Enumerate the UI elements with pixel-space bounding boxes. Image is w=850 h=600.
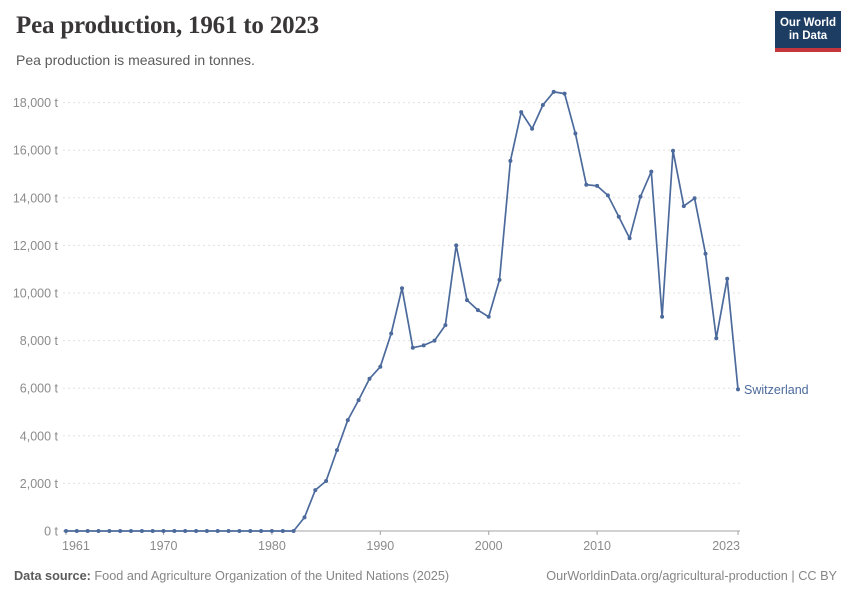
- data-point[interactable]: [172, 529, 177, 533]
- data-point[interactable]: [139, 529, 144, 533]
- x-tick-label: 1980: [258, 539, 286, 553]
- data-point[interactable]: [226, 529, 231, 533]
- data-point[interactable]: [302, 515, 307, 520]
- owid-logo[interactable]: Our World in Data: [775, 11, 841, 52]
- data-point[interactable]: [714, 336, 719, 341]
- data-point[interactable]: [356, 398, 361, 403]
- data-point[interactable]: [627, 236, 632, 241]
- data-point[interactable]: [573, 131, 578, 136]
- data-point[interactable]: [378, 364, 383, 369]
- data-point[interactable]: [248, 529, 253, 533]
- data-point[interactable]: [85, 529, 90, 533]
- data-point[interactable]: [454, 243, 459, 248]
- data-point[interactable]: [508, 158, 513, 163]
- y-tick-label: 2,000 t: [20, 477, 59, 491]
- data-point[interactable]: [64, 529, 68, 533]
- data-point[interactable]: [605, 193, 610, 198]
- data-point[interactable]: [269, 529, 274, 533]
- data-point[interactable]: [96, 529, 101, 533]
- data-point[interactable]: [367, 376, 372, 381]
- owid-logo-line1: Our World: [779, 16, 836, 29]
- data-point[interactable]: [486, 314, 491, 319]
- data-point[interactable]: [465, 298, 469, 303]
- data-point[interactable]: [562, 91, 567, 96]
- data-point[interactable]: [204, 529, 209, 533]
- data-source-note: Data source: Food and Agriculture Organi…: [14, 569, 449, 583]
- y-tick-label: 8,000 t: [20, 334, 59, 348]
- data-point[interactable]: [497, 277, 502, 282]
- x-tick-label: 1961: [62, 539, 90, 553]
- data-source-label: Data source:: [14, 569, 91, 583]
- data-source-value: Food and Agriculture Organization of the…: [90, 569, 450, 583]
- data-point[interactable]: [74, 529, 79, 533]
- x-tick-label: 1970: [150, 539, 178, 553]
- data-point[interactable]: [692, 196, 697, 201]
- license-label: CC BY: [798, 569, 837, 583]
- data-point[interactable]: [421, 343, 426, 348]
- y-tick-label: 10,000 t: [13, 287, 59, 301]
- data-point[interactable]: [237, 529, 242, 533]
- data-point[interactable]: [194, 529, 199, 533]
- data-point[interactable]: [475, 308, 480, 313]
- data-point[interactable]: [519, 110, 524, 115]
- data-point[interactable]: [335, 448, 339, 453]
- y-tick-label: 14,000 t: [13, 191, 59, 205]
- chart-subtitle: Pea production is measured in tonnes.: [16, 52, 255, 68]
- series-end-label: Switzerland: [744, 383, 809, 397]
- data-point[interactable]: [540, 103, 545, 107]
- data-point[interactable]: [183, 529, 188, 533]
- data-point[interactable]: [649, 169, 654, 174]
- x-tick-label: 2000: [475, 539, 503, 553]
- chart-title: Pea production, 1961 to 2023: [16, 12, 319, 39]
- data-point[interactable]: [324, 479, 329, 483]
- x-tick-label: 2023: [712, 539, 740, 553]
- y-tick-label: 0 t: [44, 525, 58, 539]
- data-point[interactable]: [150, 529, 155, 533]
- data-point[interactable]: [161, 529, 166, 533]
- y-tick-label: 12,000 t: [13, 239, 59, 253]
- data-point[interactable]: [107, 529, 112, 533]
- data-point[interactable]: [660, 314, 665, 319]
- data-point[interactable]: [551, 89, 556, 94]
- data-point[interactable]: [725, 276, 730, 281]
- data-point[interactable]: [291, 529, 296, 533]
- data-point[interactable]: [118, 529, 123, 533]
- y-tick-label: 16,000 t: [13, 144, 59, 158]
- data-point[interactable]: [410, 345, 415, 350]
- data-point[interactable]: [671, 148, 675, 153]
- data-point[interactable]: [703, 251, 708, 256]
- data-point[interactable]: [129, 529, 133, 533]
- y-tick-label: 4,000 t: [20, 429, 59, 443]
- data-point[interactable]: [584, 182, 589, 187]
- data-point[interactable]: [389, 331, 394, 336]
- data-point[interactable]: [443, 323, 448, 328]
- data-point[interactable]: [400, 286, 404, 291]
- x-tick-label: 2010: [583, 539, 611, 553]
- data-point[interactable]: [215, 529, 220, 533]
- series-line-switzerland[interactable]: [65, 91, 739, 532]
- data-point[interactable]: [736, 387, 740, 392]
- y-tick-label: 18,000 t: [13, 96, 59, 110]
- y-tick-label: 6,000 t: [20, 382, 59, 396]
- x-tick-label: 1990: [366, 539, 394, 553]
- data-point[interactable]: [432, 338, 437, 343]
- credit-divider: |: [787, 569, 799, 583]
- data-point[interactable]: [595, 183, 600, 188]
- owid-logo-line2: in Data: [788, 29, 828, 42]
- credit-note: OurWorldinData.org/agricultural-producti…: [546, 569, 837, 583]
- data-point[interactable]: [638, 194, 643, 199]
- data-point[interactable]: [616, 214, 621, 219]
- credit-link[interactable]: OurWorldinData.org/agricultural-producti…: [546, 569, 788, 583]
- data-point[interactable]: [280, 529, 285, 533]
- chart-footer: Data source: Food and Agriculture Organi…: [14, 569, 837, 583]
- data-point[interactable]: [681, 204, 686, 209]
- data-point[interactable]: [530, 126, 535, 131]
- data-point[interactable]: [345, 418, 350, 423]
- data-point[interactable]: [259, 529, 264, 533]
- data-point[interactable]: [313, 488, 318, 493]
